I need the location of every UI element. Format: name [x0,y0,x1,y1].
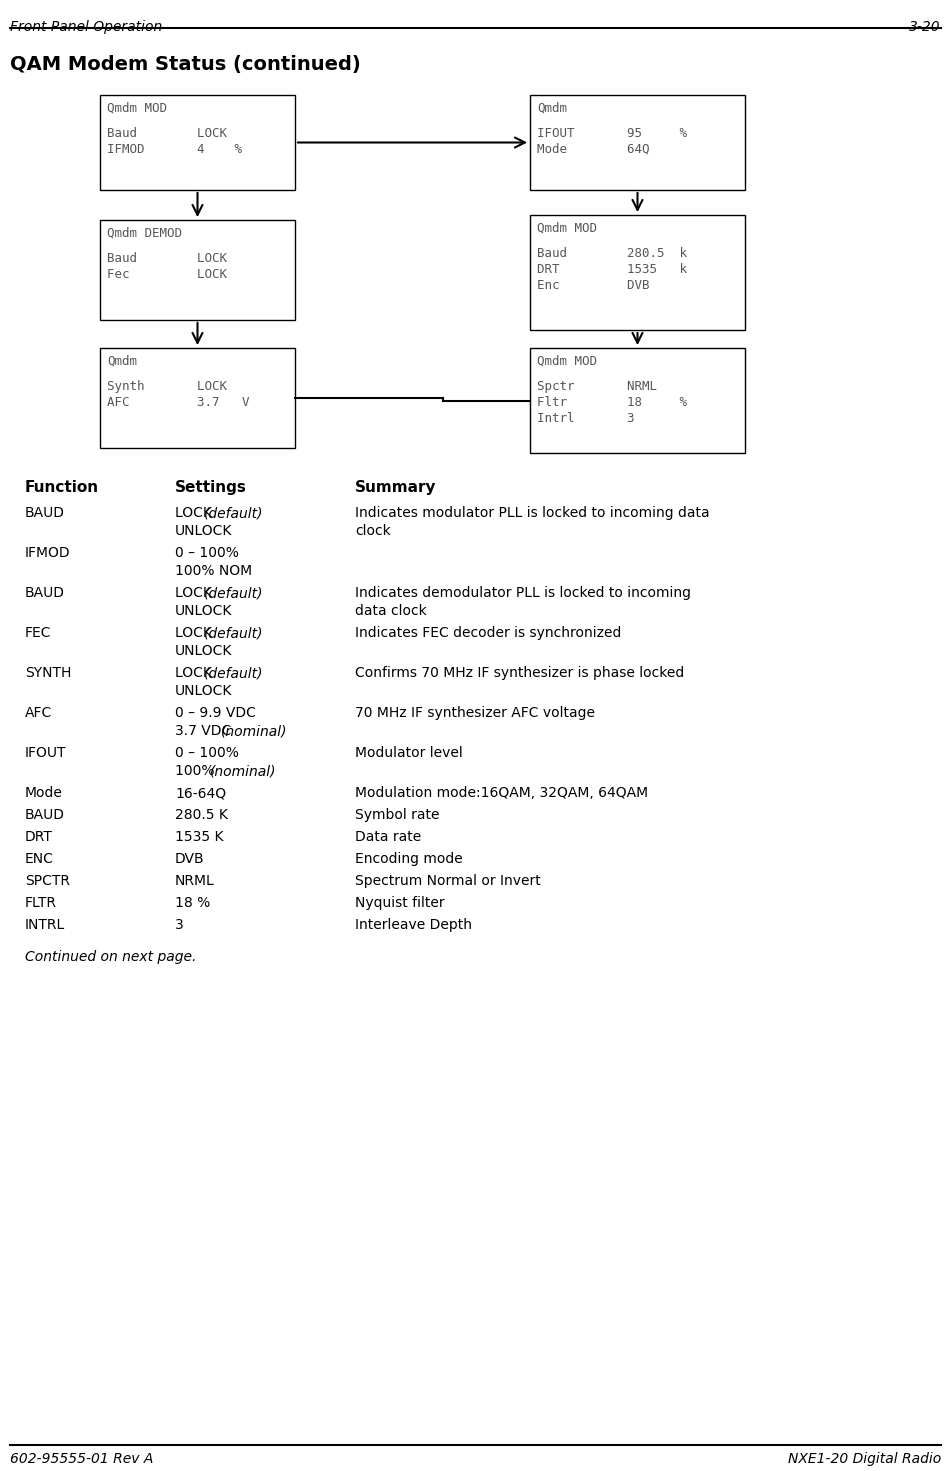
Text: Interleave Depth: Interleave Depth [355,918,472,933]
Text: DRT         1535   k: DRT 1535 k [537,263,687,277]
Text: Baud        LOCK: Baud LOCK [107,252,227,265]
Text: NXE1-20 Digital Radio: NXE1-20 Digital Radio [787,1452,941,1467]
FancyBboxPatch shape [530,349,745,453]
Text: IFOUT       95     %: IFOUT 95 % [537,127,687,140]
Text: DVB: DVB [175,852,204,866]
FancyBboxPatch shape [530,215,745,330]
Text: Function: Function [25,480,99,496]
Text: Continued on next page.: Continued on next page. [25,950,196,964]
Text: SPCTR: SPCTR [25,874,70,888]
Text: LOCK: LOCK [175,506,216,521]
Text: Qmdm: Qmdm [107,355,137,368]
Text: LOCK: LOCK [175,627,216,640]
Text: Indicates demodulator PLL is locked to incoming: Indicates demodulator PLL is locked to i… [355,585,691,600]
Text: (nominal): (nominal) [222,724,288,738]
Text: FEC: FEC [25,627,51,640]
Text: 100%: 100% [175,763,223,778]
Text: DRT: DRT [25,830,53,844]
Text: Spctr       NRML: Spctr NRML [537,380,657,393]
Text: Synth       LOCK: Synth LOCK [107,380,227,393]
Text: BAUD: BAUD [25,808,65,822]
Text: AFC: AFC [25,706,52,719]
FancyBboxPatch shape [100,96,295,190]
Text: 3.7 VDC: 3.7 VDC [175,724,236,738]
Text: Mode        64Q: Mode 64Q [537,143,650,156]
Text: Qmdm DEMOD: Qmdm DEMOD [107,227,182,240]
Text: LOCK: LOCK [175,585,216,600]
Text: 100% NOM: 100% NOM [175,563,252,578]
Text: 1535 K: 1535 K [175,830,223,844]
Text: UNLOCK: UNLOCK [175,524,232,538]
Text: IFMOD: IFMOD [25,546,70,560]
Text: 3-20: 3-20 [909,21,941,34]
Text: IFOUT: IFOUT [25,746,67,761]
Text: BAUD: BAUD [25,506,65,521]
Text: Spectrum Normal or Invert: Spectrum Normal or Invert [355,874,541,888]
Text: clock: clock [355,524,391,538]
Text: Fec         LOCK: Fec LOCK [107,268,227,281]
Text: Qmdm: Qmdm [537,101,567,115]
Text: Indicates FEC decoder is synchronized: Indicates FEC decoder is synchronized [355,627,621,640]
Text: LOCK: LOCK [175,666,216,680]
FancyBboxPatch shape [530,96,745,190]
Text: 280.5 K: 280.5 K [175,808,228,822]
Text: (default): (default) [204,627,263,640]
Text: Modulation mode:16QAM, 32QAM, 64QAM: Modulation mode:16QAM, 32QAM, 64QAM [355,786,649,800]
Text: (default): (default) [204,506,263,521]
Text: QAM Modem Status (continued): QAM Modem Status (continued) [10,54,360,74]
Text: 0 – 100%: 0 – 100% [175,546,239,560]
Text: UNLOCK: UNLOCK [175,644,232,658]
Text: 602-95555-01 Rev A: 602-95555-01 Rev A [10,1452,153,1467]
Text: BAUD: BAUD [25,585,65,600]
Text: Data rate: Data rate [355,830,421,844]
Text: NRML: NRML [175,874,215,888]
Text: SYNTH: SYNTH [25,666,71,680]
Text: Qmdm MOD: Qmdm MOD [107,101,167,115]
Text: (default): (default) [204,666,263,680]
Text: Summary: Summary [355,480,437,496]
Text: ENC: ENC [25,852,54,866]
Text: Settings: Settings [175,480,247,496]
Text: UNLOCK: UNLOCK [175,684,232,699]
Text: AFC         3.7   V: AFC 3.7 V [107,396,249,409]
Text: 3: 3 [175,918,184,933]
Text: UNLOCK: UNLOCK [175,605,232,618]
Text: 70 MHz IF synthesizer AFC voltage: 70 MHz IF synthesizer AFC voltage [355,706,595,719]
Text: Modulator level: Modulator level [355,746,463,761]
Text: IFMOD       4    %: IFMOD 4 % [107,143,242,156]
Text: Indicates modulator PLL is locked to incoming data: Indicates modulator PLL is locked to inc… [355,506,709,521]
Text: Fltr        18     %: Fltr 18 % [537,396,687,409]
Text: Mode: Mode [25,786,63,800]
FancyBboxPatch shape [100,349,295,449]
Text: INTRL: INTRL [25,918,66,933]
Text: Baud        LOCK: Baud LOCK [107,127,227,140]
Text: Symbol rate: Symbol rate [355,808,439,822]
Text: Qmdm MOD: Qmdm MOD [537,355,597,368]
Text: Front Panel Operation: Front Panel Operation [10,21,163,34]
FancyBboxPatch shape [100,221,295,321]
Text: Intrl       3: Intrl 3 [537,412,634,425]
Text: Qmdm MOD: Qmdm MOD [537,222,597,235]
Text: 18 %: 18 % [175,896,210,911]
Text: 0 – 9.9 VDC: 0 – 9.9 VDC [175,706,256,719]
Text: FLTR: FLTR [25,896,57,911]
Text: (nominal): (nominal) [210,763,277,778]
Text: 0 – 100%: 0 – 100% [175,746,239,761]
Text: Nyquist filter: Nyquist filter [355,896,445,911]
Text: data clock: data clock [355,605,427,618]
Text: 16-64Q: 16-64Q [175,786,226,800]
Text: Confirms 70 MHz IF synthesizer is phase locked: Confirms 70 MHz IF synthesizer is phase … [355,666,685,680]
Text: Baud        280.5  k: Baud 280.5 k [537,247,687,260]
Text: Enc         DVB: Enc DVB [537,279,650,293]
Text: Encoding mode: Encoding mode [355,852,463,866]
Text: (default): (default) [204,585,263,600]
